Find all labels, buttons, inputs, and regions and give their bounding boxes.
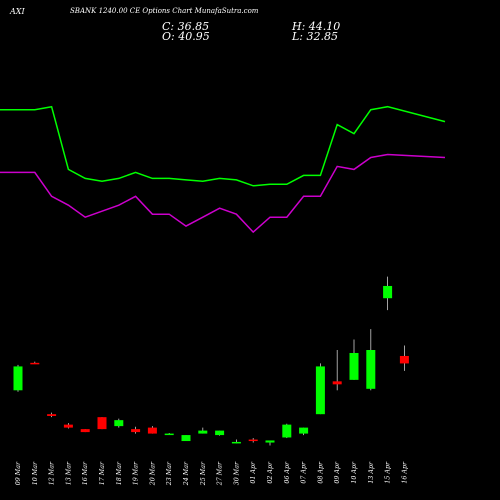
candle-body <box>299 427 309 434</box>
candle <box>47 412 57 418</box>
candle <box>80 429 90 433</box>
candle <box>399 345 409 371</box>
candle <box>332 350 342 391</box>
candle-body <box>383 285 393 299</box>
x-tick-label: 15 Apr <box>385 461 392 484</box>
overlay-lines <box>0 105 446 234</box>
candle <box>181 435 191 442</box>
candle-body <box>30 362 40 365</box>
symbol-label: AXI <box>10 7 25 16</box>
x-tick-label: 13 Apr <box>368 461 375 484</box>
candle-body <box>332 381 342 385</box>
x-tick-label: 16 Apr <box>401 461 408 484</box>
candle-body <box>198 430 208 434</box>
candle-body <box>47 414 57 416</box>
candle <box>97 417 107 430</box>
x-tick-label: 07 Apr <box>301 461 308 484</box>
lower-band-line <box>0 153 446 234</box>
candle-body <box>315 366 325 415</box>
candle <box>366 329 376 391</box>
candlesticks <box>13 276 409 446</box>
x-tick-label: 18 Mar <box>116 461 123 485</box>
candle <box>30 361 40 365</box>
candle <box>198 427 208 434</box>
candle-body <box>399 355 409 364</box>
x-tick-label: 09 Mar <box>15 461 22 485</box>
candle <box>147 426 157 434</box>
candle-body <box>349 352 359 380</box>
x-tick-label: 17 Mar <box>99 461 106 485</box>
candle <box>265 440 275 446</box>
x-tick-label: 10 Mar <box>32 461 39 485</box>
candle-body <box>265 440 275 443</box>
open-value: O: 40.95 <box>162 30 210 43</box>
x-tick-label: 19 Mar <box>133 461 140 485</box>
x-tick-label: 12 Mar <box>49 461 56 485</box>
candle <box>131 426 141 434</box>
x-tick-label: 01 Apr <box>250 461 257 484</box>
x-tick-label: 27 Mar <box>217 461 224 486</box>
x-tick-label: 20 Mar <box>149 461 156 486</box>
x-tick-label: 08 Apr <box>317 461 324 484</box>
candle-body <box>231 441 241 444</box>
candle <box>114 418 124 428</box>
candle-body <box>131 429 141 433</box>
x-tick-label: 23 Mar <box>166 461 173 486</box>
candle <box>282 423 292 439</box>
x-tick-label: 06 Apr <box>284 461 291 484</box>
candle <box>349 339 359 380</box>
x-tick-label: 02 Apr <box>267 461 274 484</box>
x-tick-label: 25 Mar <box>200 461 207 486</box>
candle-body <box>97 417 107 430</box>
candle-body <box>13 366 23 391</box>
candle-body <box>215 430 225 436</box>
upper-band-line <box>0 105 446 187</box>
candle <box>315 363 325 415</box>
x-axis: 09 Mar 10 Mar 12 Mar 13 Mar 16 Mar 17 Mar 18 M… <box>15 461 408 486</box>
high-value: H: 44.10 <box>292 20 341 33</box>
x-tick-label: 24 Mar <box>183 461 190 486</box>
close-value: C: 36.85 <box>162 20 210 33</box>
candle-body <box>282 424 292 438</box>
candle-body <box>164 433 174 436</box>
candle-body <box>63 424 73 428</box>
low-value: L: 32.85 <box>292 30 338 43</box>
candle-body <box>147 427 157 434</box>
x-tick-label: 13 Mar <box>65 461 72 485</box>
x-tick-label: 16 Mar <box>82 461 89 485</box>
candle <box>63 423 73 429</box>
candle <box>383 276 393 311</box>
x-tick-label: 09 Apr <box>334 461 341 484</box>
candle <box>13 364 23 392</box>
candle-body <box>114 420 124 427</box>
candle-body <box>80 429 90 433</box>
candle <box>248 438 258 443</box>
candle <box>215 430 225 436</box>
candle <box>299 427 309 436</box>
x-tick-label: 10 Apr <box>351 461 358 484</box>
chart-title: SBANK 1240.00 CE Options Chart MunafaSut… <box>70 7 259 15</box>
candle-body <box>366 350 376 389</box>
candle-body <box>248 439 258 442</box>
candle <box>164 432 174 436</box>
x-tick-label: 30 Mar <box>233 461 240 485</box>
candle <box>231 439 241 444</box>
candle-body <box>181 435 191 442</box>
